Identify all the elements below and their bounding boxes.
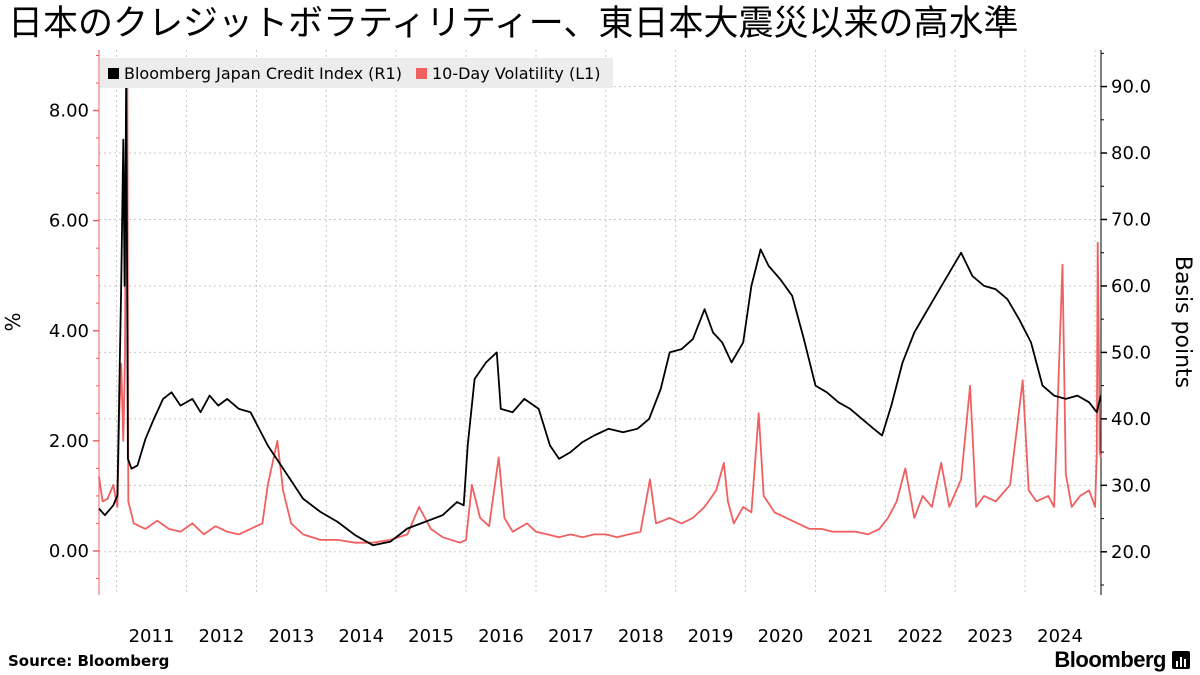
x-tick-label: 2021 — [828, 626, 874, 647]
legend-label-volatility: 10-Day Volatility (L1) — [431, 63, 601, 83]
x-tick-label: 2023 — [967, 626, 1013, 647]
legend-swatch-credit-index — [108, 67, 119, 79]
labels: 0.00 2.00 4.00 6.00 8.00 20.0 30.0 40.0 50.0 60.0… — [1, 77, 1195, 647]
legend-label-credit-index: Bloomberg Japan Credit Index (R1) — [124, 63, 402, 83]
x-tick-label: 2015 — [408, 626, 454, 647]
series-layer — [98, 60, 1102, 547]
source-note: Source: Bloomberg — [8, 652, 170, 670]
left-tick-label: 8.00 — [49, 101, 89, 122]
grid — [99, 50, 1101, 595]
right-tick-label: 90.0 — [1111, 77, 1151, 98]
x-tick-label: 2024 — [1037, 626, 1083, 647]
brand-logo: Bloomberg — [1054, 647, 1190, 673]
right-tick-label: 30.0 — [1111, 475, 1151, 496]
right-tick-label: 80.0 — [1111, 143, 1151, 164]
x-tick-label: 2013 — [268, 626, 314, 647]
right-tick-label: 60.0 — [1111, 276, 1151, 297]
axes — [93, 50, 1107, 595]
legend: Bloomberg Japan Credit Index (R1) 10-Day… — [100, 58, 613, 88]
left-axis-title: % — [1, 312, 25, 331]
left-tick-label: 2.00 — [49, 431, 89, 452]
legend-swatch-volatility — [415, 67, 427, 79]
x-tick-label: 2019 — [688, 626, 734, 647]
series-line-credit-index — [98, 85, 1102, 547]
left-tick-label: 0.00 — [49, 541, 89, 562]
x-tick-label: 2020 — [758, 626, 804, 647]
right-axis-title: Basis points — [1170, 256, 1195, 388]
chart-title: 日本のクレジットボラティリティー、東日本大震災以来の高水準 — [8, 4, 1019, 44]
x-tick-label: 2017 — [548, 626, 594, 647]
x-tick-label: 2011 — [129, 626, 175, 647]
right-tick-label: 70.0 — [1111, 209, 1151, 230]
left-tick-label: 4.00 — [49, 321, 89, 342]
x-tick-label: 2014 — [338, 626, 384, 647]
legend-item-volatility: 10-Day Volatility (L1) — [415, 63, 601, 83]
x-tick-label: 2012 — [199, 626, 245, 647]
series-line-volatility — [98, 60, 1102, 544]
brand-name: Bloomberg — [1054, 647, 1166, 672]
legend-item-credit-index: Bloomberg Japan Credit Index (R1) — [108, 64, 402, 83]
left-tick-label: 6.00 — [49, 211, 89, 232]
x-tick-label: 2016 — [478, 626, 524, 647]
right-tick-label: 50.0 — [1111, 342, 1151, 363]
x-tick-label: 2018 — [618, 626, 664, 647]
right-tick-label: 20.0 — [1111, 542, 1151, 563]
bloomberg-terminal-icon — [1172, 651, 1190, 669]
x-tick-label: 2022 — [897, 626, 943, 647]
right-tick-label: 40.0 — [1111, 409, 1151, 430]
